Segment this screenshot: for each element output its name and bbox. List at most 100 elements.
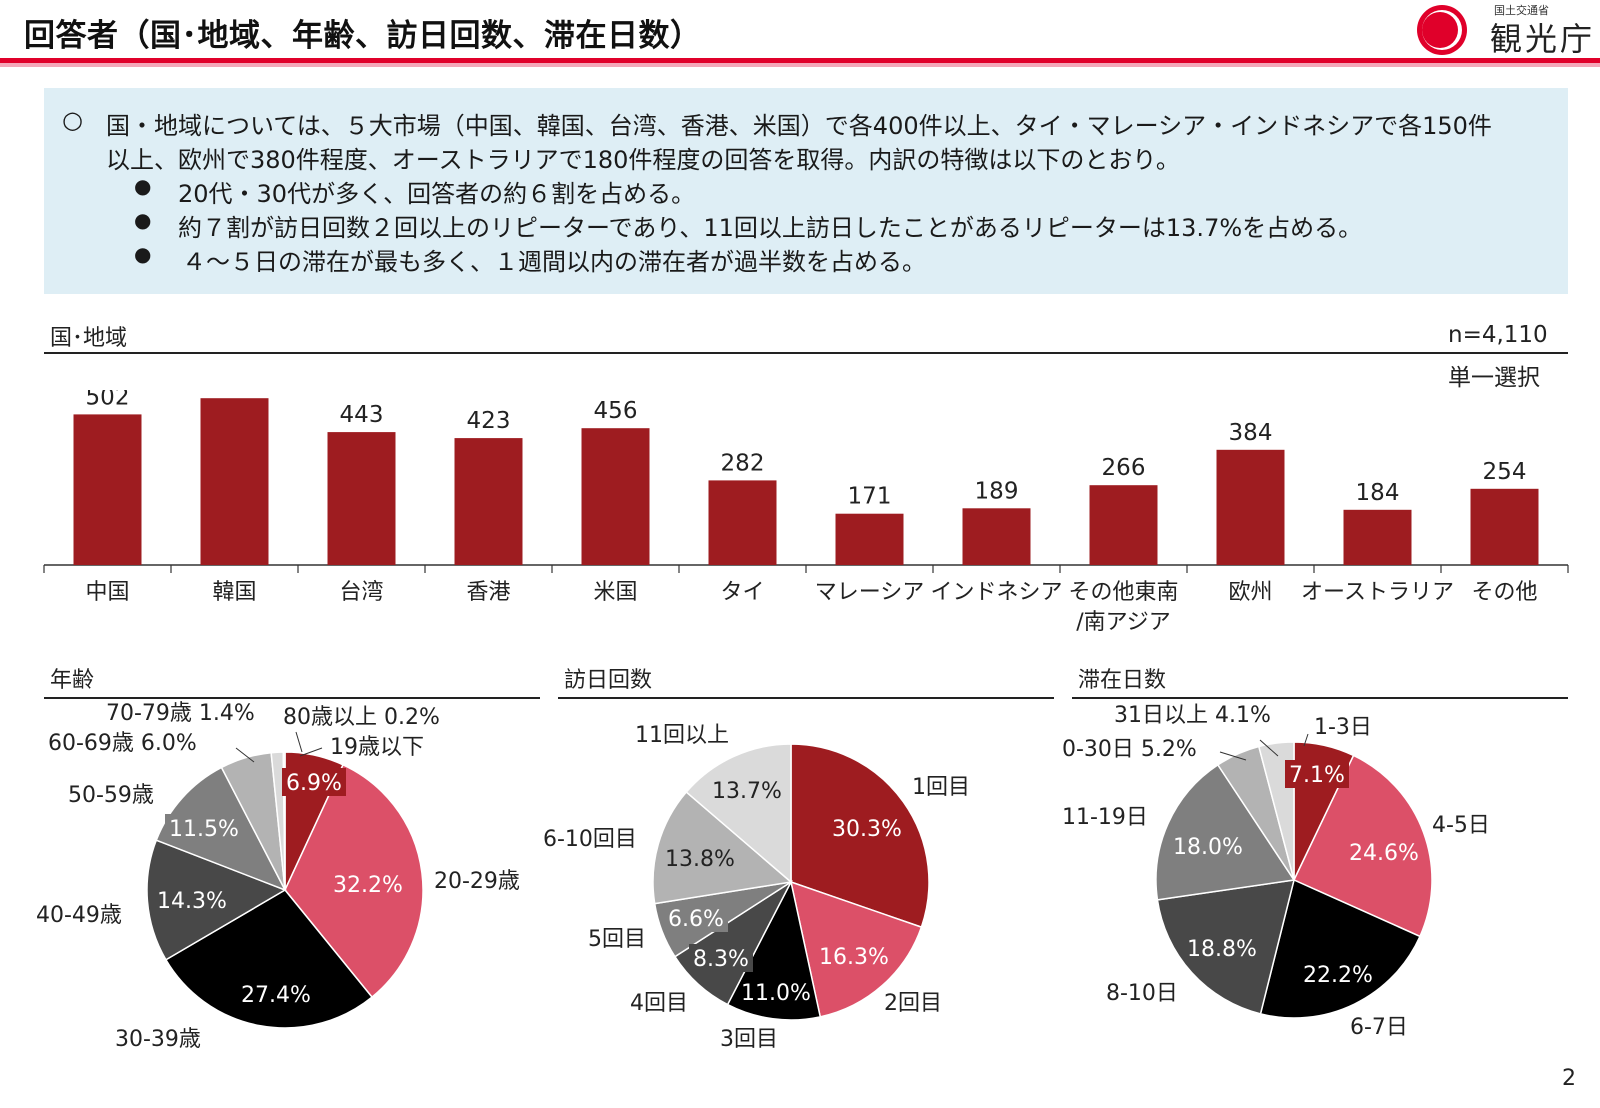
pie-category-label: 60-69歳 6.0% — [48, 731, 197, 756]
pie-category-label: 3回目 — [720, 1027, 778, 1052]
bar-2 — [327, 432, 396, 565]
bar-0 — [73, 414, 142, 565]
section-rule-country — [44, 352, 1568, 354]
summary-sub-3: ４～５日の滞在が最も多く、１週間以内の滞在者が過半数を占める。 — [182, 248, 926, 276]
bar-value-label: 171 — [848, 484, 892, 510]
bar-3 — [454, 438, 523, 565]
bar-category-label: その他 — [1471, 580, 1537, 605]
pie-pct-label: 6.9% — [286, 771, 342, 796]
bar-value-label: 184 — [1356, 480, 1400, 506]
pie-category-label: 2回目 — [884, 991, 942, 1016]
pie-slice-3 — [146, 839, 287, 961]
logo-name-text: 観光庁 — [1490, 20, 1596, 58]
pie-category-label: 4-5日 — [1432, 813, 1490, 838]
section-rule-visits — [558, 697, 1054, 699]
pie-pct-label: 27.4% — [241, 983, 311, 1008]
bar-value-label: 443 — [340, 402, 384, 428]
pie-pct-label: 6.6% — [668, 907, 724, 932]
logo-ministry-text: 国土交通省 — [1494, 4, 1549, 17]
pie-pct-label: 16.3% — [819, 945, 889, 970]
bar-category-label: 香港 — [466, 580, 510, 605]
pie-pct-label: 11.5% — [169, 817, 239, 842]
bar-value-label: 189 — [975, 478, 1019, 504]
visits-pie-chart: 30.3% 16.3% 11.0% 8.3% 6.6% 13.8% 13.7% 1回目 2回目 3… — [543, 723, 970, 1052]
section-label-visits: 訪日回数 — [564, 668, 653, 693]
pie-category-label: 6-7日 — [1350, 1015, 1408, 1040]
pie-category-label: 40-49歳 — [36, 903, 122, 928]
page-title: 回答者（国･地域、年齢、訪日回数、滞在日数） — [24, 18, 702, 54]
pie-category-label: 30-39歳 — [115, 1027, 201, 1052]
pie-category-label: 4回目 — [630, 991, 688, 1016]
bar-value-label: 456 — [594, 398, 638, 424]
bar-11 — [1470, 488, 1539, 565]
summary-main-bullet: ○ — [62, 106, 83, 134]
bar-value-label: 556 — [213, 390, 257, 394]
pie-slice-3 — [1156, 879, 1295, 1015]
pie-slice-1 — [1292, 754, 1433, 938]
pie-category-label: 11-19日 — [1062, 805, 1148, 830]
bar-6 — [835, 513, 904, 565]
pie-category-label: 1回目 — [912, 775, 970, 800]
bar-value-label: 282 — [721, 450, 765, 476]
pie-leader-line — [235, 747, 255, 763]
pie-category-label: 11回以上 — [635, 723, 729, 748]
bar-category-label: 台湾 — [339, 580, 383, 605]
bar-category-label: タイ — [720, 580, 764, 605]
bar-category-label: マレーシア — [815, 580, 925, 605]
pie-category-label: 6-10回目 — [543, 827, 637, 852]
pie-slice-2 — [164, 889, 374, 1029]
pie-leader-line — [299, 747, 323, 757]
header-rule-pink — [0, 63, 1600, 67]
summary-sub-bullet-3: ● — [134, 242, 152, 266]
pie-slice-2 — [726, 879, 822, 1021]
bar-8 — [1089, 485, 1158, 565]
bar-category-label: オーストラリア — [1301, 580, 1454, 605]
country-bar-chart: 502 中国 556 韓国 443 台湾 423 香港 456 米国 282 タイ 171 マレーシア 18… — [43, 390, 1569, 635]
pie-pct-label: 18.0% — [1173, 835, 1243, 860]
pie-pct-box — [689, 944, 753, 972]
pie-leader-line — [1259, 739, 1279, 757]
pie-pct-label: 18.8% — [1187, 937, 1257, 962]
header-rule-red — [0, 58, 1600, 63]
summary-sub-1: 20代・30代が多く、回答者の約６割を占める。 — [178, 180, 696, 208]
pie-pct-label: 8.3% — [693, 947, 749, 972]
pie-category-label: 8-10日 — [1106, 981, 1178, 1006]
bar-category-label: /南アジア — [1076, 610, 1171, 635]
pie-pct-box — [664, 904, 728, 932]
pie-pct-box — [1285, 760, 1349, 788]
summary-main-line1: 国・地域については、５大市場（中国、韓国、台湾、香港、米国）で各400件以上、タ… — [106, 112, 1492, 140]
bar-1 — [200, 398, 269, 565]
pie-category-label: 20-29歳 — [434, 869, 520, 894]
bar-category-label: 米国 — [593, 580, 637, 605]
bar-value-label: 266 — [1102, 455, 1146, 481]
age-pie-chart: 6.9% 32.2% 27.4% 14.3% 11.5% 19歳以下 20-29歳 30-39… — [36, 701, 520, 1052]
pie-leader-line — [1303, 733, 1309, 747]
bar-value-label: 384 — [1229, 420, 1273, 446]
pie-pct-label: 13.7% — [712, 779, 782, 804]
bar-category-label: その他東南 — [1068, 580, 1178, 605]
pie-category-label: 31日以上 4.1% — [1114, 703, 1271, 728]
bar-5 — [708, 480, 777, 565]
pie-pct-label: 24.6% — [1349, 841, 1419, 866]
stay-pie-chart: 7.1% 24.6% 22.2% 18.8% 18.0% 1-3日 4-5日 6-7日 8-10… — [1060, 703, 1490, 1040]
pie-slice-1 — [789, 880, 923, 1018]
pie-category-label: 50-59歳 — [68, 783, 154, 808]
pie-leader-line — [1219, 751, 1247, 761]
bar-10 — [1343, 509, 1412, 565]
pie-category-label: 70-79歳 1.4% — [106, 701, 255, 726]
pie-slice-1 — [284, 763, 424, 999]
pie-category-label: 19歳以下 — [330, 735, 424, 760]
summary-sub-bullet-1: ● — [134, 174, 152, 198]
summary-sub-bullet-2: ● — [134, 208, 152, 232]
summary-sub-2: 約７割が訪日回数２回以上のリピーターであり、11回以上訪日したことがあるリピータ… — [178, 214, 1363, 242]
bar-value-label: 254 — [1483, 459, 1527, 485]
section-label-age: 年齢 — [50, 668, 95, 693]
sample-size-note: n=4,110 — [1448, 322, 1548, 348]
pie-category-label: 20-30日 5.2% — [1060, 737, 1197, 762]
summary-box: ○ 国・地域については、５大市場（中国、韓国、台湾、香港、米国）で各400件以上… — [44, 88, 1568, 294]
section-rule-age — [44, 697, 540, 699]
pie-pct-box — [282, 768, 346, 796]
bar-category-label: 韓国 — [212, 580, 256, 605]
bar-4 — [581, 428, 650, 565]
pie-pct-label: 14.3% — [157, 889, 227, 914]
